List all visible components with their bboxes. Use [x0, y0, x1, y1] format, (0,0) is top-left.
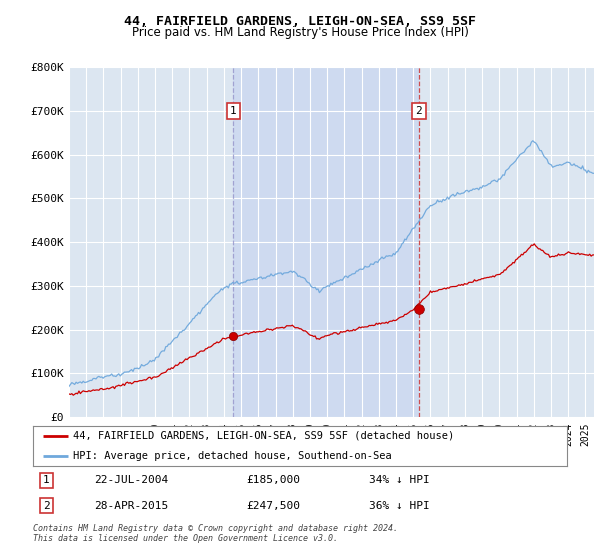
Text: 44, FAIRFIELD GARDENS, LEIGH-ON-SEA, SS9 5SF: 44, FAIRFIELD GARDENS, LEIGH-ON-SEA, SS9…	[124, 15, 476, 28]
Bar	[233, 67, 419, 417]
Text: 1: 1	[43, 475, 50, 486]
Text: 2: 2	[416, 106, 422, 116]
Text: Contains HM Land Registry data © Crown copyright and database right 2024.
This d: Contains HM Land Registry data © Crown c…	[33, 524, 398, 543]
Text: Price paid vs. HM Land Registry's House Price Index (HPI): Price paid vs. HM Land Registry's House …	[131, 26, 469, 39]
Text: £247,500: £247,500	[247, 501, 301, 511]
Text: 34% ↓ HPI: 34% ↓ HPI	[370, 475, 430, 486]
Text: 1: 1	[230, 106, 237, 116]
Text: 36% ↓ HPI: 36% ↓ HPI	[370, 501, 430, 511]
Text: HPI: Average price, detached house, Southend-on-Sea: HPI: Average price, detached house, Sout…	[73, 451, 392, 461]
Text: £185,000: £185,000	[247, 475, 301, 486]
Text: 28-APR-2015: 28-APR-2015	[94, 501, 169, 511]
Text: 44, FAIRFIELD GARDENS, LEIGH-ON-SEA, SS9 5SF (detached house): 44, FAIRFIELD GARDENS, LEIGH-ON-SEA, SS9…	[73, 431, 454, 441]
Text: 22-JUL-2004: 22-JUL-2004	[94, 475, 169, 486]
Text: 2: 2	[43, 501, 50, 511]
